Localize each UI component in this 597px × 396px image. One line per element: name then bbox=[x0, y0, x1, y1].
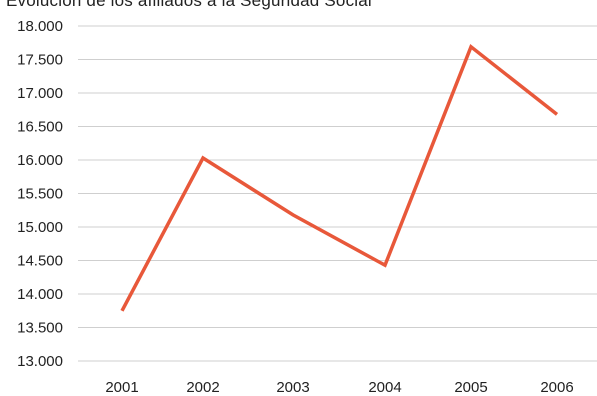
y-tick-label: 17.000 bbox=[17, 85, 63, 102]
y-tick-label: 17.500 bbox=[17, 52, 63, 69]
gridlines bbox=[78, 25, 597, 362]
x-tick-label: 2006 bbox=[540, 379, 573, 396]
y-tick-label: 15.000 bbox=[17, 219, 63, 236]
x-axis-tick-labels: 2001 2002 2003 2004 2005 2006 bbox=[105, 379, 573, 396]
y-tick-label: 13.000 bbox=[17, 353, 63, 370]
series-line bbox=[120, 43, 559, 312]
y-tick-label: 13.500 bbox=[17, 320, 63, 337]
x-tick-label: 2005 bbox=[454, 379, 487, 396]
x-tick-label: 2004 bbox=[368, 379, 401, 396]
x-tick-label: 2003 bbox=[276, 379, 309, 396]
x-tick-label: 2002 bbox=[186, 379, 219, 396]
y-tick-label: 16.000 bbox=[17, 152, 63, 169]
chart-title: Evolución de los afiliados a la Segurida… bbox=[6, 0, 372, 10]
y-tick-label: 14.000 bbox=[17, 286, 63, 303]
series-group bbox=[120, 43, 559, 312]
x-tick-label: 2001 bbox=[105, 379, 138, 396]
y-tick-label: 15.500 bbox=[17, 186, 63, 203]
y-tick-label: 18.000 bbox=[17, 18, 63, 35]
y-tick-label: 14.500 bbox=[17, 253, 63, 270]
y-axis-tick-labels: 13.000 13.500 14.000 14.500 15.000 15.500 16.0… bbox=[17, 18, 63, 370]
y-tick-label: 16.500 bbox=[17, 119, 63, 136]
